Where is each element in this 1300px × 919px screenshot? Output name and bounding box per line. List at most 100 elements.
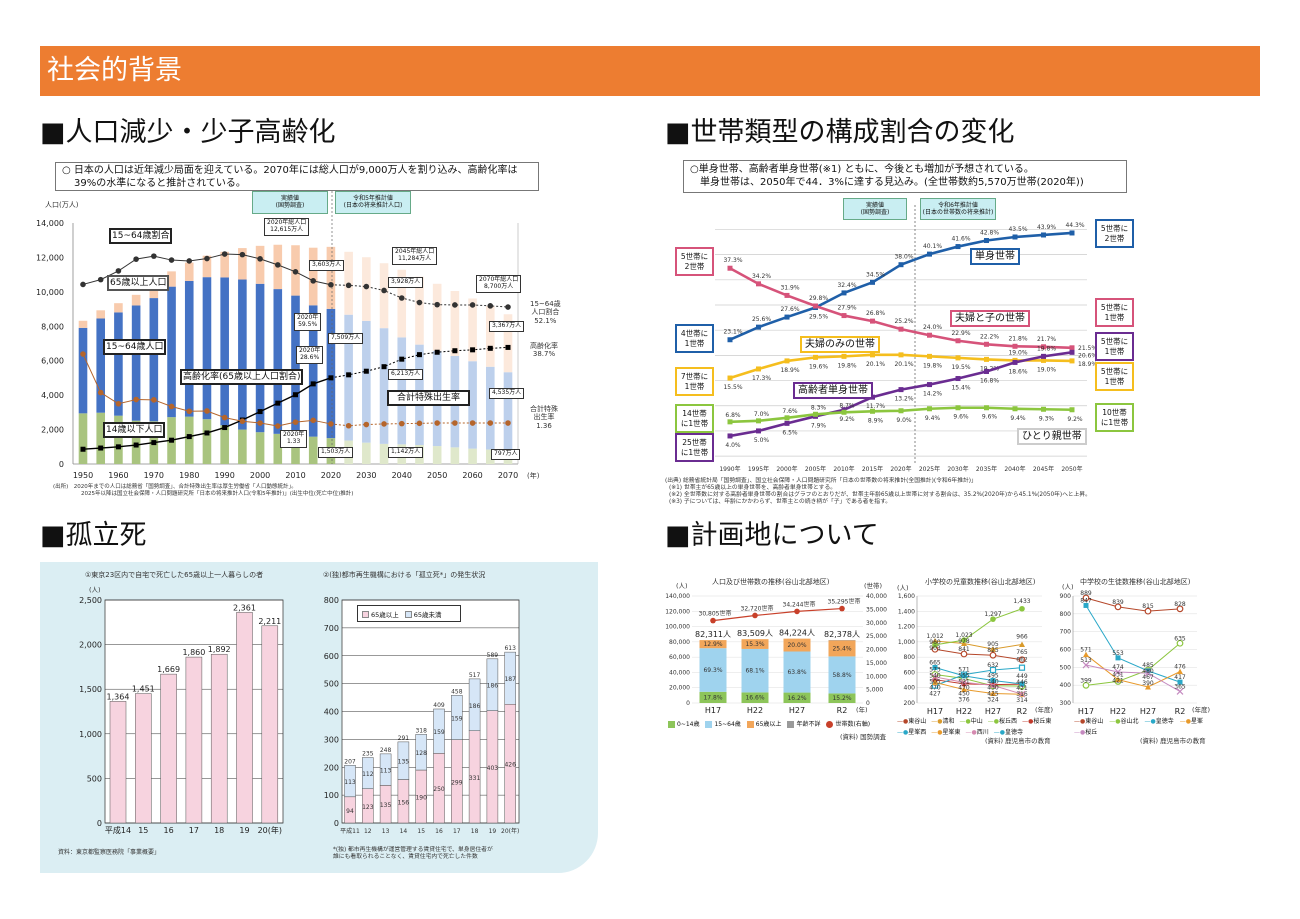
series-line (934, 640, 1023, 650)
header-bar: 社会的背景 (40, 46, 1260, 96)
y-tick-label: 800 (904, 654, 916, 661)
line-point (292, 419, 299, 425)
series-label-single-parent: ひとり親世帯 (1017, 428, 1087, 445)
share-label: 69.3% (703, 667, 722, 674)
series-point (932, 642, 938, 648)
label-working-population: 15~64歳人口 (103, 339, 167, 356)
bar-segment (202, 419, 212, 464)
data-label: 571 (1080, 647, 1092, 654)
label-line: 出生率 (533, 413, 555, 422)
series-point (1145, 668, 1151, 674)
note-line: 2020年 (297, 314, 319, 321)
line-point (168, 257, 175, 263)
bar-segment (485, 366, 495, 450)
x-tick-label: 1970 (144, 471, 164, 480)
y2-tick-label: 0 (866, 700, 870, 707)
total-label: 613 (504, 645, 516, 652)
ratio-badge: 14世帯 に1世帯 (675, 404, 714, 433)
x-tick-label: H22 (1110, 707, 1126, 716)
y-tick-label: 100 (324, 791, 339, 800)
data-label: 26.8% (866, 310, 885, 317)
page-title: 社会的背景 (47, 55, 182, 86)
line-point (363, 368, 369, 374)
x-tick-label: 17 (453, 828, 461, 835)
bar-segment (114, 312, 123, 416)
x-tick-label: 2040 (392, 471, 412, 480)
households-point (839, 605, 845, 612)
line-point (452, 348, 458, 354)
household-chart-svg: 1990年 1995年 2000年 2005年 2010年 2015年 2020年 2025年… (715, 205, 1097, 473)
y-tick-label: 0 (59, 460, 64, 469)
segment-label: 123 (362, 804, 374, 811)
total-label: 291 (398, 735, 410, 742)
x-tick-label: H17 (927, 707, 943, 716)
bar-segment (741, 648, 769, 693)
legend-label: 桜丘 (1085, 729, 1098, 736)
total-label: 589 (487, 652, 499, 659)
data-label: 7.6% (782, 408, 798, 415)
series-label-couple-only: 夫婦のみの世帯 (800, 336, 880, 353)
data-label: 316 (1016, 691, 1028, 698)
isolation-death-svg: 0 500 1,000 1,500 2,000 2,500 1,364 平成14 1,451 15… (79, 596, 520, 835)
series-point (898, 408, 904, 414)
bar-segment (220, 425, 229, 464)
segment-label: 112 (362, 771, 374, 778)
data-label: 521 (958, 679, 970, 686)
legend: 0~14歳 15~64歳 65歳以上 年齢不詳 世帯数(右軸) (668, 719, 870, 728)
series-point (727, 419, 733, 425)
data-label: 421 (1016, 685, 1028, 692)
legend-label: 桜丘西 (999, 718, 1018, 725)
total-2045-note: 2045年総人口 11,284万人 (392, 247, 438, 265)
note-line: 2020年 (299, 347, 321, 354)
y2-tick-label: 15,000 (866, 660, 887, 667)
line-point (487, 345, 493, 351)
arrow-label: (国勢調査) (860, 209, 890, 216)
series-point (1082, 594, 1090, 602)
series-label-elderly-single: 高齢者単身世帯 (793, 382, 873, 399)
data-label: 376 (958, 697, 970, 704)
line-point (115, 400, 122, 407)
legend-label: 65歳以上 (755, 721, 782, 728)
data-label: 903 (929, 645, 941, 652)
bar-segment (273, 289, 283, 434)
line-point (292, 269, 299, 275)
series-point (960, 650, 968, 658)
series-line (1085, 605, 1181, 683)
legend-item: —●皇徳寺 (994, 727, 1023, 736)
bar-segment (415, 276, 424, 345)
series-point (784, 292, 790, 298)
label-line: 合計特殊 (530, 405, 558, 413)
line-point (310, 278, 317, 284)
source-line: (出所) 2020年までの人口は総務省「国勢調査」、合計特殊出生率は厚生労働省「… (53, 484, 297, 490)
projection-period-arrow: 令和5年推計値 (日本の将来推計人口) (335, 191, 411, 214)
y-tick-label: 900 (1060, 593, 1072, 600)
line-point (381, 364, 387, 370)
legend-marker: —● (1022, 718, 1034, 725)
label-line: 52.1% (534, 316, 557, 325)
bar-segment (504, 651, 516, 705)
data-label: 1,451 (132, 685, 155, 694)
line-point (470, 347, 476, 353)
arrow-label: 実績値 (865, 202, 884, 209)
bar-segment (379, 263, 389, 329)
bar-segment (828, 693, 856, 703)
y2-tick-label: 35,000 (866, 606, 887, 613)
series-point (1082, 661, 1090, 669)
series-point (1018, 656, 1026, 664)
y-tick-label: 400 (1060, 682, 1072, 689)
series-point (1041, 357, 1046, 363)
data-label: 29.8% (809, 295, 828, 302)
bar-segment (255, 245, 265, 284)
note-line: 12,615万人 (270, 225, 304, 233)
data-label: 841 (958, 646, 970, 653)
bar-segment (362, 320, 371, 443)
bar (261, 625, 279, 824)
series-point (1145, 683, 1151, 690)
line-point (204, 430, 210, 436)
x-tick-label: 2030 (356, 471, 376, 480)
series-point (841, 353, 847, 359)
bar-segment (828, 640, 856, 657)
line-point (469, 420, 476, 426)
x-tick-label: 2000年 (776, 465, 797, 473)
legend-marker: —● (1074, 729, 1086, 736)
